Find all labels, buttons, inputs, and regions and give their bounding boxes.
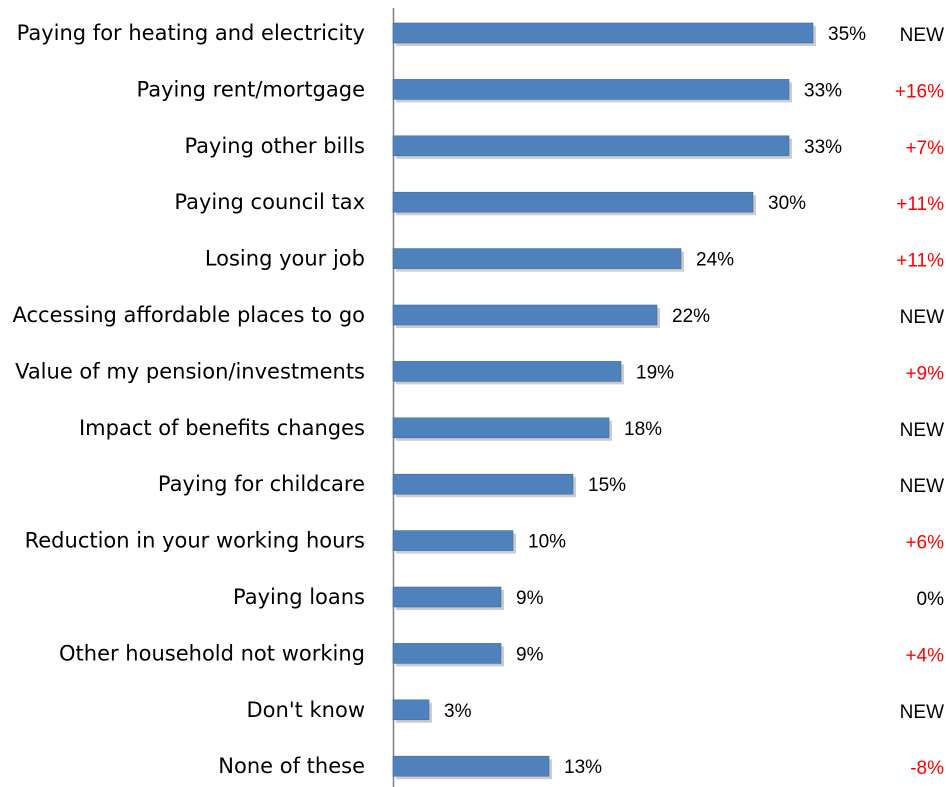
value-label: 30% bbox=[768, 193, 806, 214]
bar bbox=[392, 248, 682, 269]
value-label: 10% bbox=[528, 532, 566, 553]
bar bbox=[392, 473, 574, 495]
category-label: None of these bbox=[218, 754, 365, 778]
category-label: Paying for heating and electricity bbox=[17, 21, 365, 45]
bar bbox=[392, 755, 550, 777]
category-label: Accessing affordable places to go bbox=[13, 303, 366, 327]
category-label: Paying rent/mortgage bbox=[137, 77, 366, 101]
bar bbox=[392, 361, 622, 382]
category-label: Impact of benefits changes bbox=[79, 416, 365, 440]
change-label: 0% bbox=[917, 589, 945, 610]
change-label: NEW bbox=[900, 476, 944, 497]
bar bbox=[392, 22, 814, 44]
value-label: 22% bbox=[672, 306, 710, 327]
change-label: +6% bbox=[905, 533, 944, 554]
change-label: -8% bbox=[910, 758, 944, 779]
change-label: +4% bbox=[905, 645, 944, 666]
bar bbox=[392, 135, 790, 157]
change-label: +9% bbox=[905, 363, 944, 384]
change-label: NEW bbox=[900, 25, 944, 46]
bar bbox=[392, 586, 502, 608]
value-label: 13% bbox=[564, 757, 602, 778]
category-label: Paying loans bbox=[233, 585, 365, 609]
change-label: NEW bbox=[900, 307, 944, 328]
category-label: Don't know bbox=[246, 698, 365, 722]
value-label: 33% bbox=[804, 137, 842, 158]
category-label: Losing your job bbox=[205, 247, 365, 271]
category-label: Other household not working bbox=[59, 641, 365, 665]
value-label: 33% bbox=[804, 80, 842, 101]
bar bbox=[392, 191, 754, 213]
change-label: NEW bbox=[900, 420, 944, 441]
category-label: Value of my pension/investments bbox=[15, 359, 365, 383]
value-label: 18% bbox=[624, 419, 662, 440]
bar bbox=[392, 417, 610, 439]
change-label: +11% bbox=[896, 251, 944, 272]
change-label: NEW bbox=[900, 702, 944, 723]
bar bbox=[392, 79, 790, 100]
change-label: +7% bbox=[905, 138, 944, 159]
value-label: 9% bbox=[516, 644, 544, 665]
value-label: 35% bbox=[828, 24, 866, 45]
value-label: 3% bbox=[444, 701, 472, 722]
change-label: +11% bbox=[896, 194, 944, 215]
category-label: Paying for childcare bbox=[158, 472, 365, 496]
bar bbox=[392, 530, 514, 551]
value-label: 19% bbox=[636, 362, 674, 383]
value-label: 9% bbox=[516, 588, 544, 609]
category-label: Paying council tax bbox=[174, 190, 365, 214]
bar bbox=[392, 643, 502, 664]
bar bbox=[392, 304, 658, 326]
value-label: 15% bbox=[588, 475, 626, 496]
bar bbox=[392, 699, 430, 721]
category-label: Reduction in your working hours bbox=[25, 529, 365, 553]
value-label: 24% bbox=[696, 250, 734, 271]
category-label: Paying other bills bbox=[184, 134, 365, 158]
change-label: +16% bbox=[895, 81, 944, 102]
